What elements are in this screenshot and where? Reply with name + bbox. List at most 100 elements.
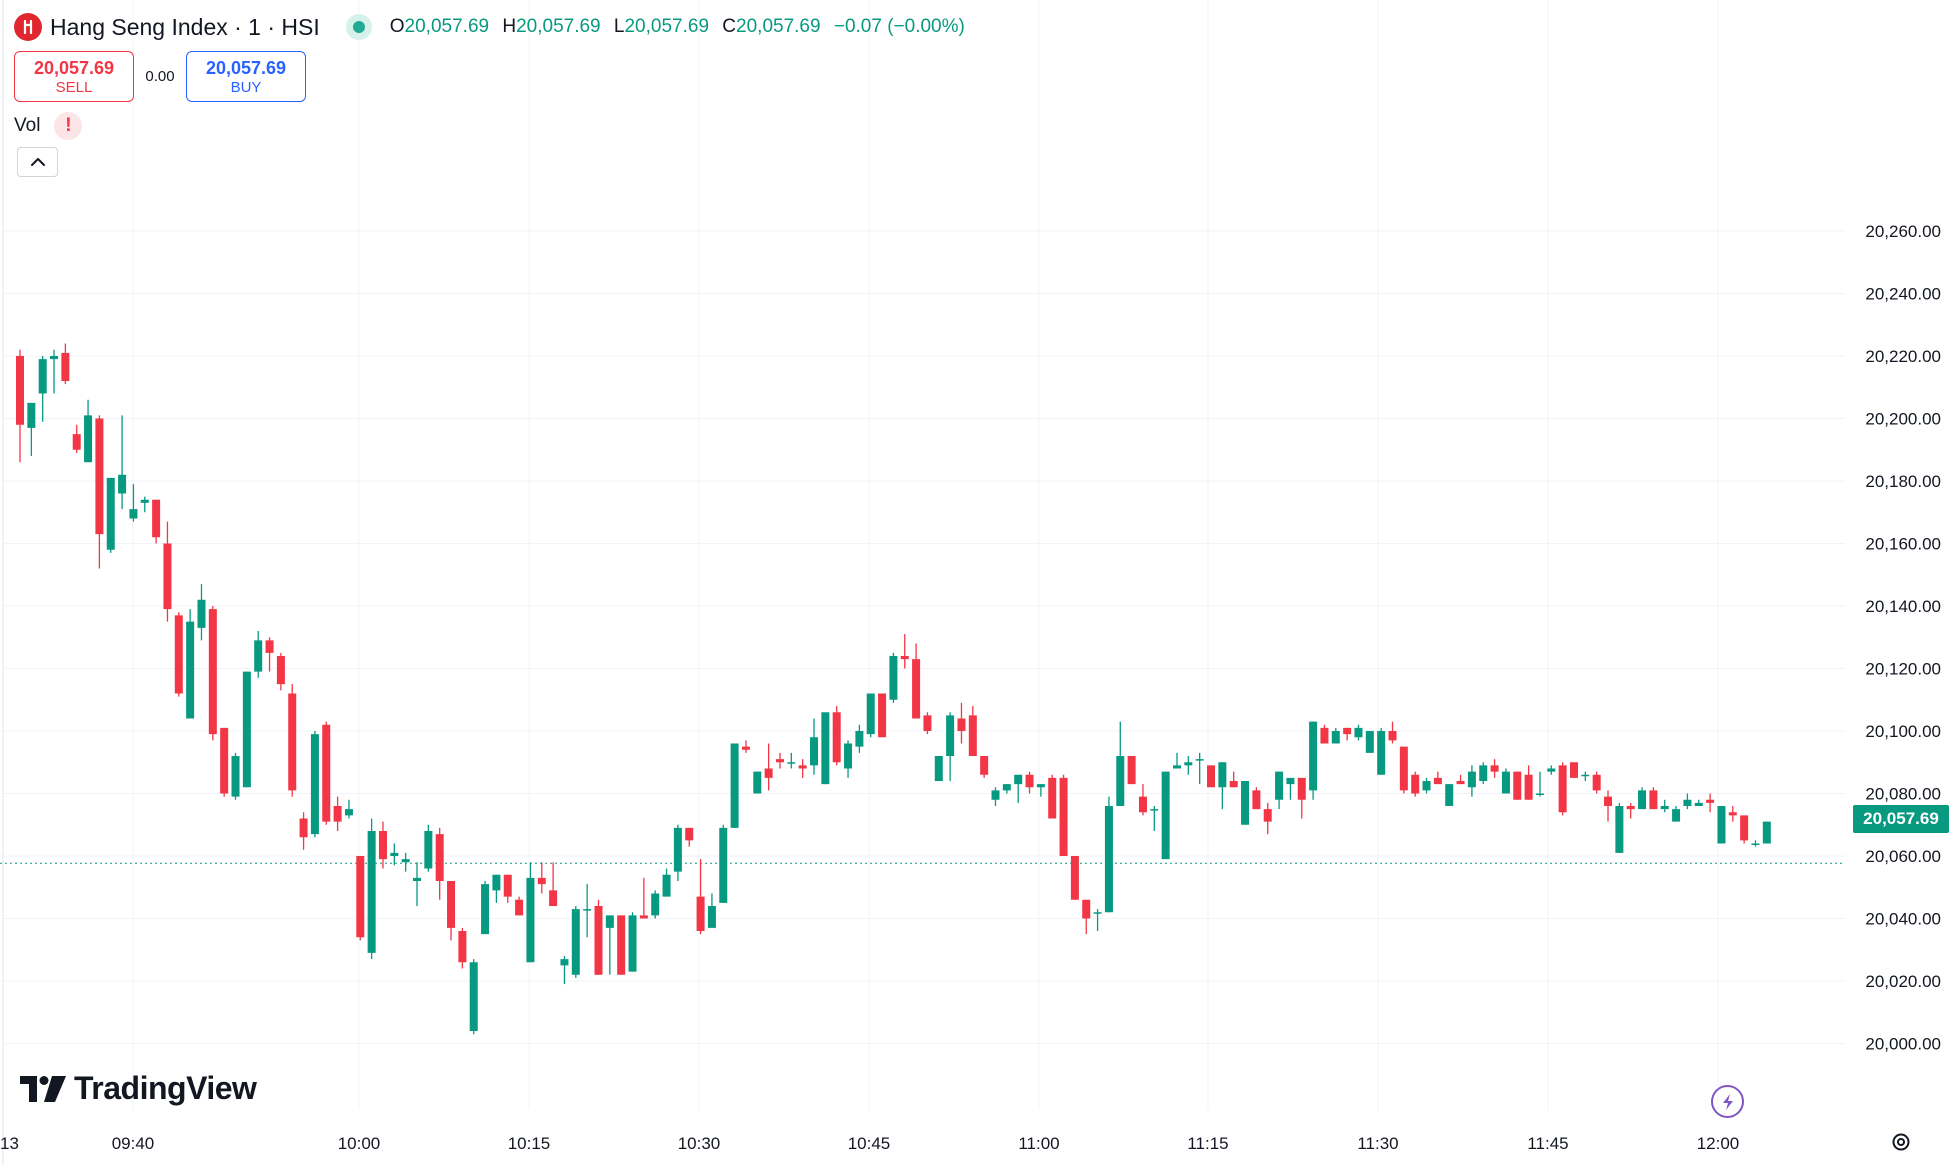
settings-gear-icon[interactable]	[1888, 1129, 1914, 1155]
candle[interactable]	[832, 706, 841, 766]
candle[interactable]	[1626, 802, 1635, 819]
candle[interactable]	[991, 787, 1000, 806]
candle[interactable]	[1422, 777, 1431, 794]
candle[interactable]	[1093, 909, 1102, 931]
candle[interactable]	[16, 349, 24, 463]
candle[interactable]	[798, 759, 807, 778]
candle[interactable]	[673, 824, 682, 881]
candle[interactable]	[1456, 774, 1465, 785]
candle[interactable]	[1025, 771, 1034, 794]
candle[interactable]	[526, 862, 535, 963]
candle[interactable]	[685, 827, 694, 847]
candle[interactable]	[1116, 721, 1125, 806]
candle[interactable]	[447, 881, 456, 941]
candle[interactable]	[469, 959, 478, 1035]
candle[interactable]	[1490, 759, 1499, 778]
candle[interactable]	[1694, 799, 1703, 806]
candle[interactable]	[299, 812, 308, 850]
candle[interactable]	[1263, 802, 1272, 835]
candle[interactable]	[1501, 768, 1510, 794]
candle[interactable]	[1252, 787, 1261, 810]
candle[interactable]	[923, 712, 932, 735]
candle[interactable]	[254, 631, 263, 678]
candle[interactable]	[583, 884, 592, 938]
candle[interactable]	[1059, 774, 1068, 856]
candle[interactable]	[878, 693, 887, 738]
candle[interactable]	[1082, 899, 1091, 935]
candle[interactable]	[344, 799, 353, 819]
candle[interactable]	[639, 877, 648, 919]
candle[interactable]	[84, 399, 93, 463]
candle[interactable]	[730, 743, 739, 828]
market-status-icon[interactable]	[345, 14, 372, 40]
candle[interactable]	[435, 827, 444, 900]
candle[interactable]	[378, 821, 387, 869]
sell-button[interactable]: 20,057.69 SELL	[14, 51, 134, 102]
candle[interactable]	[276, 652, 285, 691]
candle[interactable]	[413, 862, 422, 906]
candle[interactable]	[424, 824, 433, 872]
candle[interactable]	[1649, 787, 1658, 810]
candle[interactable]	[900, 634, 909, 669]
candle[interactable]	[662, 868, 671, 897]
candle[interactable]	[821, 712, 830, 785]
candle[interactable]	[333, 796, 342, 831]
candle[interactable]	[1161, 771, 1170, 860]
candle[interactable]	[1184, 756, 1193, 775]
candle[interactable]	[1365, 731, 1374, 753]
candle[interactable]	[1195, 752, 1204, 785]
candle[interactable]	[1229, 771, 1238, 788]
candle[interactable]	[1581, 771, 1590, 781]
candle[interactable]	[1172, 752, 1181, 769]
candle[interactable]	[1331, 727, 1340, 744]
lightning-icon[interactable]	[1711, 1085, 1744, 1118]
symbol-title[interactable]: Hang Seng Index · 1 · HSI	[50, 13, 320, 40]
candle[interactable]	[152, 499, 161, 544]
candle[interactable]	[503, 874, 512, 903]
collapse-legend-button[interactable]	[17, 147, 58, 177]
candle[interactable]	[844, 740, 853, 778]
candle[interactable]	[1127, 756, 1136, 785]
candle[interactable]	[1592, 771, 1601, 794]
candle[interactable]	[367, 818, 376, 960]
candle[interactable]	[980, 756, 989, 778]
candle[interactable]	[1104, 796, 1113, 913]
candle[interactable]	[1683, 793, 1692, 810]
candle[interactable]	[753, 771, 762, 794]
candle[interactable]	[571, 906, 580, 978]
candle[interactable]	[810, 718, 819, 775]
candle[interactable]	[1241, 781, 1250, 825]
candle[interactable]	[1070, 856, 1079, 900]
candle[interactable]	[1286, 777, 1295, 800]
candle[interactable]	[1672, 806, 1681, 822]
candle[interactable]	[1411, 771, 1420, 797]
vol-label[interactable]: Vol	[14, 115, 41, 136]
candle[interactable]	[1467, 765, 1476, 797]
candle[interactable]	[220, 727, 229, 797]
candle[interactable]	[594, 899, 603, 975]
candle[interactable]	[957, 702, 966, 744]
candle[interactable]	[95, 415, 104, 569]
candle[interactable]	[1445, 784, 1454, 806]
candle[interactable]	[1218, 762, 1227, 810]
candle[interactable]	[1479, 762, 1488, 785]
candle[interactable]	[1547, 765, 1556, 775]
candle[interactable]	[1558, 762, 1567, 816]
candle[interactable]	[1728, 806, 1737, 822]
candle[interactable]	[72, 424, 81, 453]
candle[interactable]	[1309, 721, 1318, 800]
candle[interactable]	[696, 859, 705, 935]
candle[interactable]	[537, 862, 546, 894]
candle[interactable]	[1354, 724, 1363, 741]
candle[interactable]	[719, 824, 728, 903]
candle[interactable]	[197, 584, 206, 641]
candle[interactable]	[1604, 790, 1613, 822]
candle[interactable]	[458, 927, 467, 969]
candle[interactable]	[288, 684, 297, 797]
candle[interactable]	[1275, 771, 1284, 810]
candle[interactable]	[129, 484, 138, 522]
candle[interactable]	[356, 856, 365, 941]
candle[interactable]	[1751, 840, 1760, 847]
candle[interactable]	[174, 612, 183, 697]
